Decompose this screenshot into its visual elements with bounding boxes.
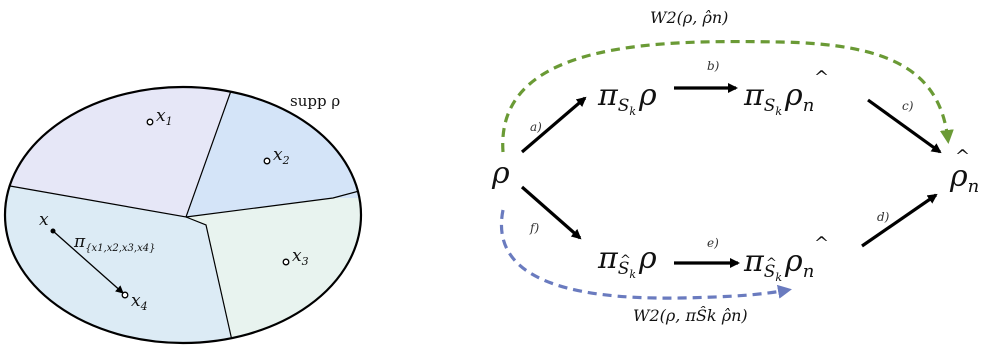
node-rho-hat-accent: ^ (955, 146, 970, 167)
voronoi-panel: supp ρ x1 x2 x3 x4 x π{x1,x2,x3,x4} (3, 85, 363, 345)
edge-f (520, 185, 582, 240)
node-top-left: πSk ρ (597, 78, 657, 118)
edge-label-c: c) (902, 99, 914, 113)
top-wasserstein-label: W2(ρ, ρ̂n) (650, 8, 728, 27)
edge-label-b: b) (707, 59, 720, 73)
node-rho: ρ (491, 156, 510, 191)
node-top-right-accent: ^ (814, 67, 829, 88)
node-rho-hat: ρn (949, 159, 979, 197)
bottom-wasserstein-label: W2(ρ, πŜk ρ̂n) (633, 305, 748, 325)
bottom-wasserstein-curve (499, 209, 792, 300)
edge-c (867, 98, 942, 154)
projection-diagram: W2(ρ, ρ̂n) W2(ρ, πŜk ρ̂n) ρ ρn ^ πSk ρ πS… (491, 8, 979, 325)
voronoi-cell-1 (5, 87, 232, 217)
node-bottom-right: πSk ρn (743, 244, 814, 284)
point-x1-label: x1 (156, 106, 173, 128)
point-x2-marker (263, 157, 271, 165)
edge-label-a: a) (530, 120, 542, 134)
edge-label-d: d) (877, 210, 890, 224)
projection-label: π{x1,x2,x3,x4} (73, 232, 155, 254)
point-x2-label: x2 (273, 145, 290, 167)
point-x1-marker (146, 118, 154, 126)
edge-label-e: e) (707, 236, 719, 250)
support-label: supp ρ (290, 92, 340, 110)
point-x3-marker (282, 258, 290, 266)
point-x4-marker (121, 291, 129, 299)
top-wasserstein-curve (501, 39, 954, 153)
voronoi-edges-3 (185, 216, 234, 343)
edge-a (520, 96, 587, 154)
point-x4-label: x4 (131, 291, 148, 313)
projection-arrow (52, 230, 124, 294)
node-top-right: πSk ρn (743, 78, 814, 118)
edge-d (861, 193, 938, 248)
point-x-label: x (39, 210, 49, 230)
node-bottom-left-accent: ^ (620, 253, 631, 268)
node-bottom-right-accent-1: ^ (766, 256, 777, 271)
voronoi-edges-2 (185, 179, 361, 218)
support-ellipse (3, 85, 363, 345)
node-bottom-left: πSk ρ (597, 241, 657, 281)
point-x3-label: x3 (292, 246, 309, 268)
edge-label-f: f) (529, 221, 539, 235)
node-bottom-right-accent-2: ^ (814, 233, 829, 254)
